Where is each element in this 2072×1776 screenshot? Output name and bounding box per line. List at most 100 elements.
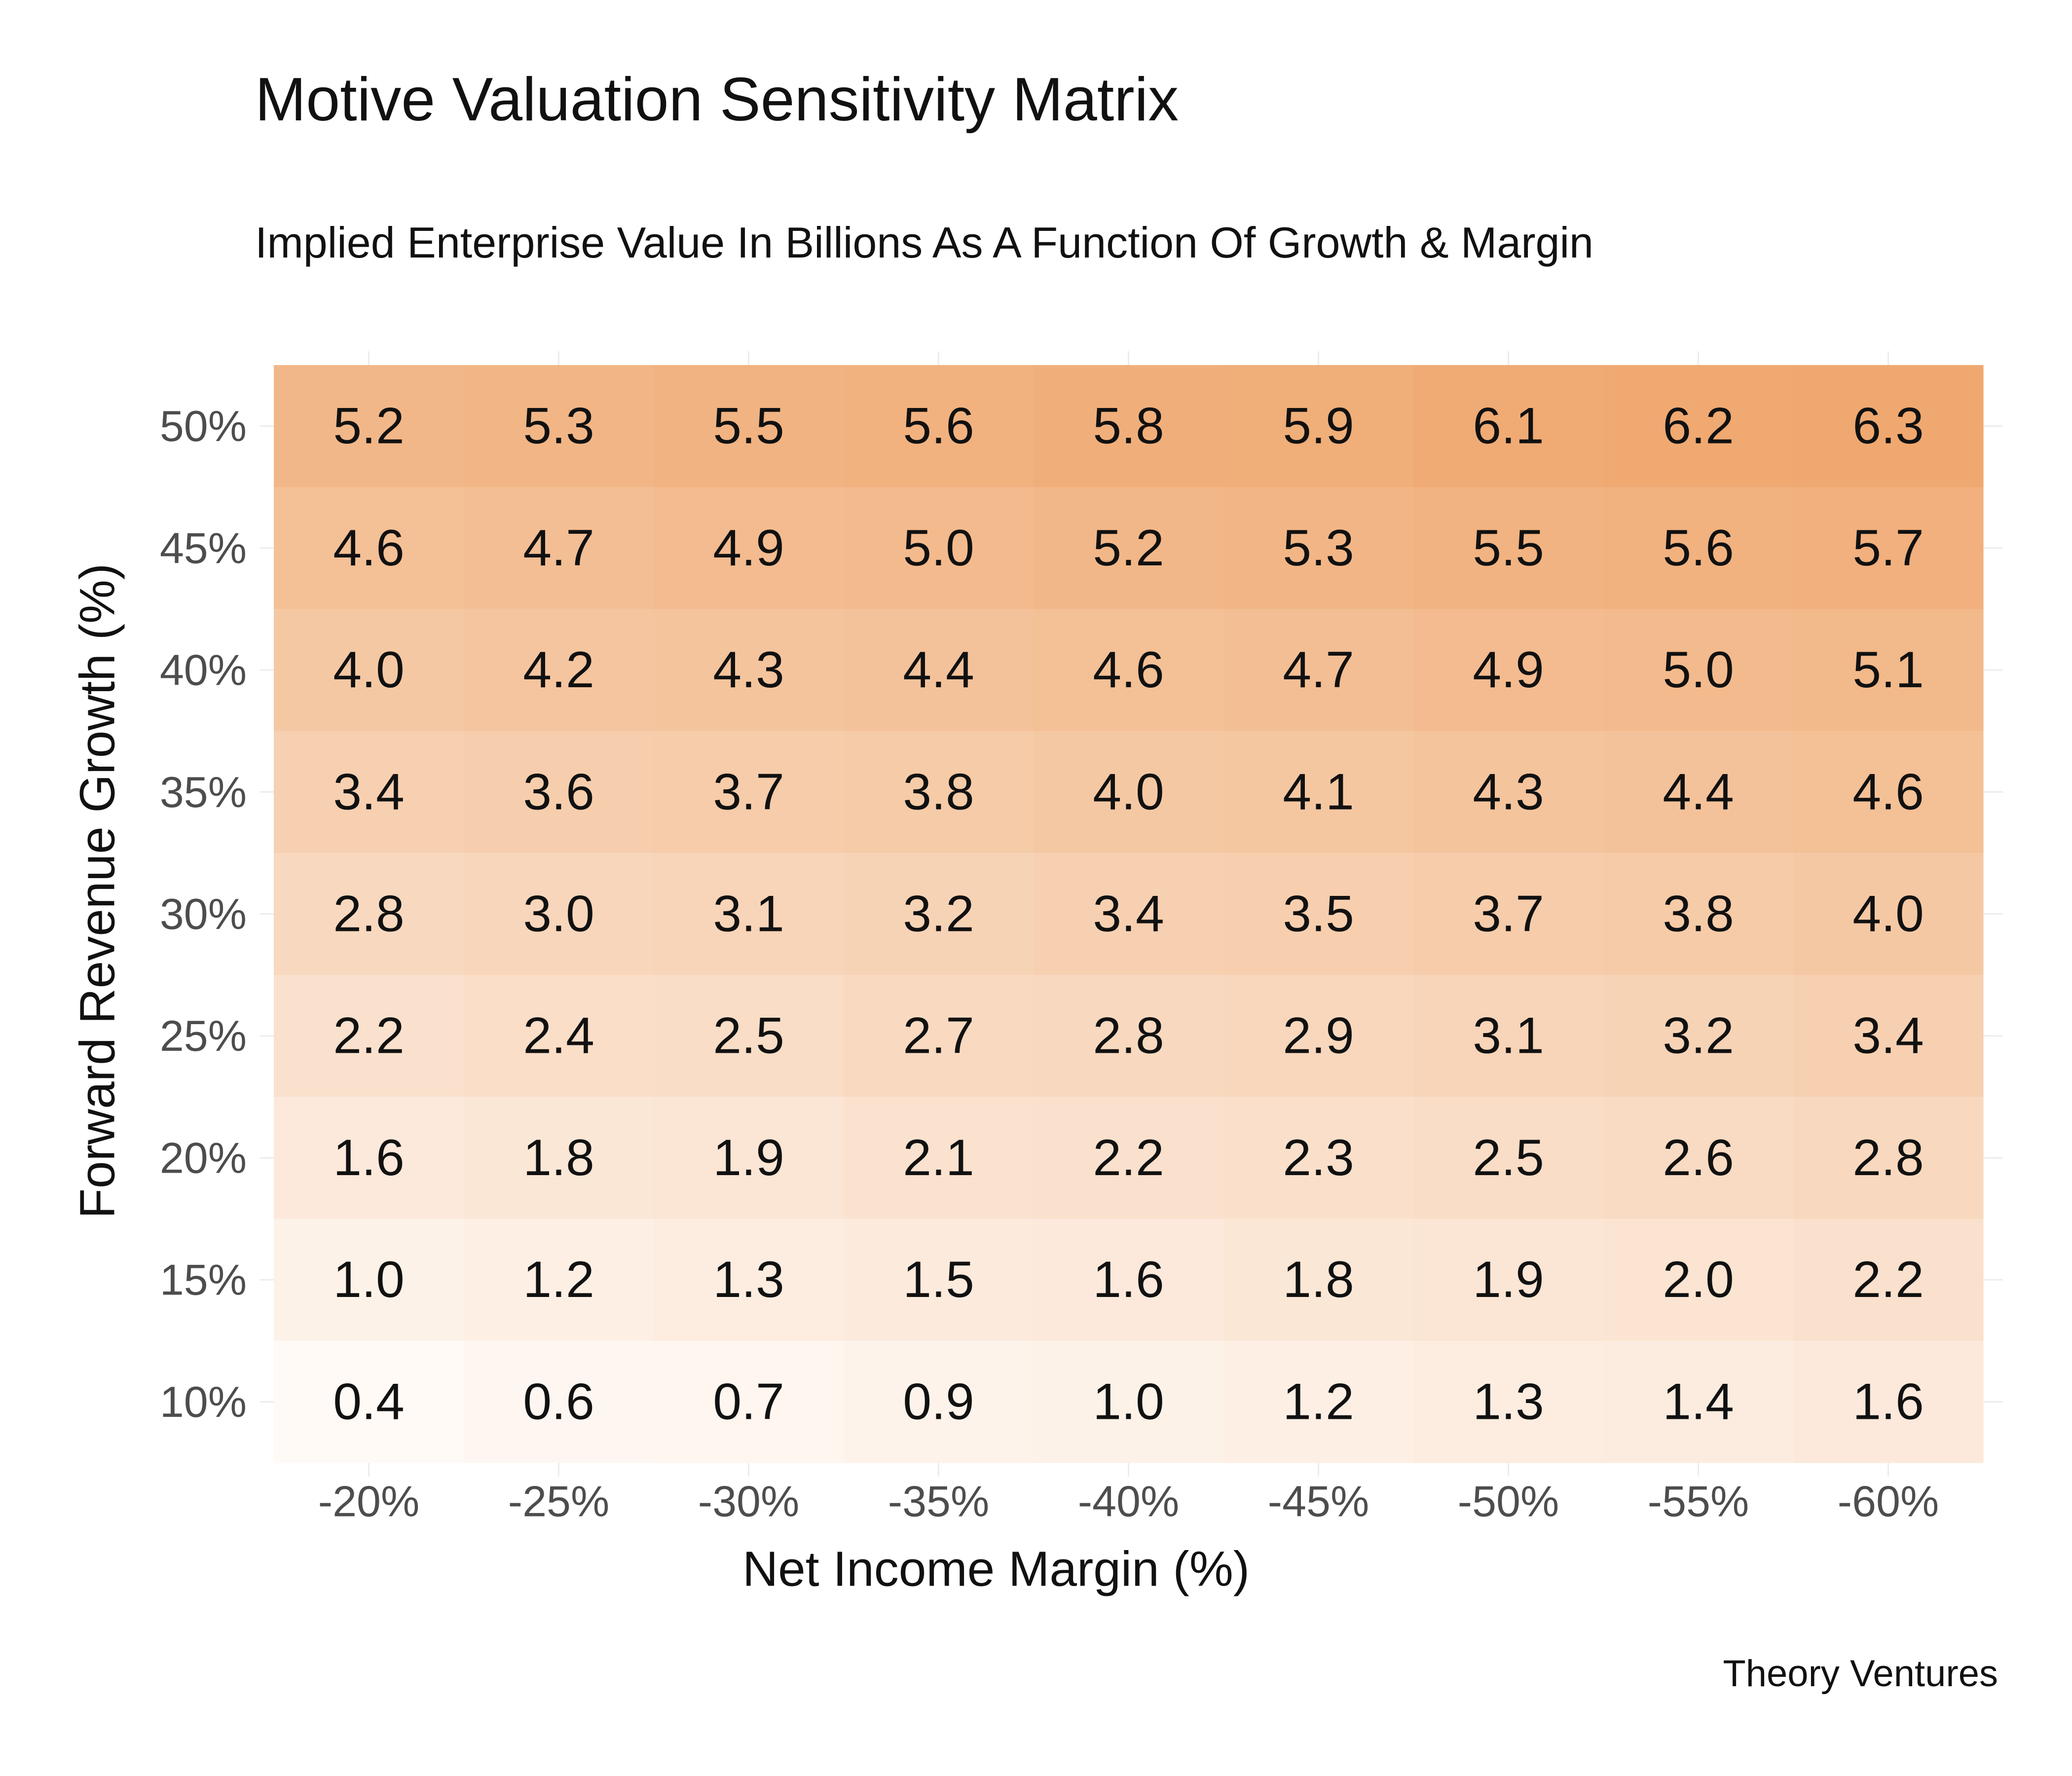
heatmap-cell: [1603, 975, 1794, 1097]
cell-value-label: 5.9: [1283, 398, 1354, 455]
cell-value-label: 5.0: [1663, 641, 1734, 699]
heatmap-cell: [654, 852, 844, 975]
cell-value-label: 1.4: [1663, 1373, 1734, 1430]
heatmap-cells: [274, 365, 1984, 1463]
heatmap-cell: [1413, 609, 1604, 732]
cell-value-label: 3.4: [1093, 886, 1164, 943]
heatmap-cell: [464, 975, 654, 1097]
heatmap-cell: [1034, 1219, 1224, 1341]
cell-value-label: 1.8: [1283, 1251, 1354, 1308]
heatmap-cell: [1793, 1340, 1984, 1463]
cell-value-label: 3.8: [903, 763, 974, 820]
cell-value-label: 6.3: [1852, 398, 1924, 455]
heatmap-cell: [654, 1340, 844, 1463]
cell-value-label: 2.4: [523, 1007, 594, 1065]
cell-value-label: 6.2: [1663, 398, 1734, 455]
heatmap-cell: [274, 609, 464, 732]
heatmap-cell: [1413, 731, 1604, 853]
cell-value-label: 4.7: [1283, 641, 1354, 699]
heatmap-cell: [1793, 1097, 1984, 1220]
heatmap-cell: [1034, 1340, 1224, 1463]
x-tick-label: -45%: [1268, 1477, 1369, 1525]
heatmap-cell: [844, 487, 1034, 610]
chart-subtitle: Implied Enterprise Value In Billions As …: [255, 218, 1593, 267]
cell-value-label: 2.8: [1852, 1129, 1924, 1186]
cell-value-label: 3.7: [1473, 886, 1544, 943]
x-tick-label: -35%: [888, 1477, 989, 1525]
heatmap-cell: [1223, 365, 1414, 487]
cell-value-label: 4.6: [333, 519, 405, 577]
cell-value-label: 4.4: [1663, 763, 1734, 820]
x-axis-title: Net Income Margin (%): [742, 1541, 1250, 1596]
cell-value-label: 1.0: [333, 1251, 405, 1308]
heatmap-cell: [1793, 365, 1984, 487]
cell-value-label: 4.1: [1283, 763, 1354, 820]
cell-value-label: 5.6: [1663, 519, 1734, 577]
heatmap-cell: [1603, 1219, 1794, 1341]
heatmap-cell: [844, 731, 1034, 853]
heatmap-cell: [1413, 487, 1604, 610]
heatmap-cell: [274, 365, 464, 487]
heatmap-cell: [1223, 609, 1414, 732]
heatmap-cell: [464, 731, 654, 853]
cell-value-label: 5.2: [333, 398, 405, 455]
cell-value-label: 0.7: [713, 1373, 784, 1430]
cell-value-label: 4.0: [1093, 763, 1164, 820]
heatmap-cell: [1793, 487, 1984, 610]
cell-value-label: 4.7: [523, 519, 594, 577]
heatmap-cell: [1793, 852, 1984, 975]
heatmap-cell: [1603, 609, 1794, 732]
cell-value-label: 3.7: [713, 763, 784, 820]
cell-value-label: 5.1: [1852, 641, 1924, 699]
cell-value-label: 3.8: [1663, 886, 1734, 943]
heatmap-cell: [654, 731, 844, 853]
cell-value-label: 4.9: [1473, 641, 1544, 699]
y-tick-label: 45%: [160, 523, 247, 572]
cell-value-label: 4.6: [1852, 763, 1924, 820]
heatmap-cell: [844, 609, 1034, 732]
cell-value-label: 5.5: [1473, 519, 1544, 577]
cell-value-label: 3.1: [713, 886, 784, 943]
chart-caption: Theory Ventures: [1723, 1653, 1998, 1695]
heatmap-cell: [1603, 1340, 1794, 1463]
x-tick-label: -55%: [1648, 1477, 1749, 1525]
cell-value-label: 6.1: [1473, 398, 1544, 455]
heatmap-cell: [274, 1219, 464, 1341]
heatmap-cell: [464, 1219, 654, 1341]
y-tick-label: 20%: [160, 1133, 247, 1182]
cell-value-label: 4.6: [1093, 641, 1164, 699]
heatmap-cell: [1034, 487, 1224, 610]
heatmap-cell: [1223, 1219, 1414, 1341]
heatmap-cell: [464, 609, 654, 732]
heatmap-cell: [654, 609, 844, 732]
cell-value-label: 4.9: [713, 519, 784, 577]
heatmap-cell: [1223, 731, 1414, 853]
cell-value-label: 2.9: [1283, 1007, 1354, 1065]
cell-value-label: 4.0: [333, 641, 405, 699]
cell-value-label: 4.2: [523, 641, 594, 699]
cell-value-label: 5.6: [903, 398, 974, 455]
heatmap-cell: [1413, 852, 1604, 975]
heatmap-cell: [274, 487, 464, 610]
cell-value-label: 2.0: [1663, 1251, 1734, 1308]
heatmap-cell: [274, 731, 464, 853]
cell-value-label: 2.5: [713, 1007, 784, 1065]
x-tick-label: -20%: [318, 1477, 419, 1525]
x-tick-label: -25%: [508, 1477, 609, 1525]
y-tick-label: 50%: [160, 402, 247, 450]
cell-value-label: 5.2: [1093, 519, 1164, 577]
heatmap-cell: [1034, 975, 1224, 1097]
cell-value-label: 5.0: [903, 519, 974, 577]
heatmap-cell: [844, 365, 1034, 487]
y-tick-label: 10%: [160, 1377, 247, 1426]
cell-value-label: 2.1: [903, 1129, 974, 1186]
x-tick-label: -60%: [1838, 1477, 1939, 1525]
cell-value-label: 5.3: [1283, 519, 1354, 577]
cell-value-label: 1.2: [523, 1251, 594, 1308]
cell-value-label: 1.6: [1093, 1251, 1164, 1308]
cell-value-label: 1.5: [903, 1251, 974, 1308]
y-axis-ticks: 50% 45% 40% 35% 30% 25% 20% 15% 10%: [160, 402, 247, 1426]
heatmap-cell: [1034, 1097, 1224, 1220]
x-tick-label: -50%: [1458, 1477, 1559, 1525]
heatmap-cell: [464, 365, 654, 487]
